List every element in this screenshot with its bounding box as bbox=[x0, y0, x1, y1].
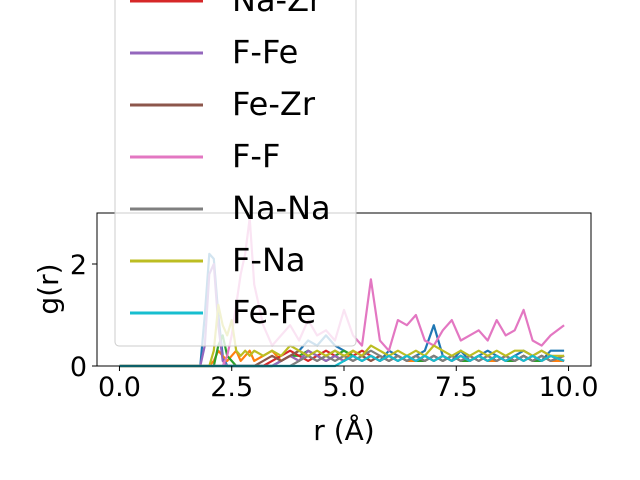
x-axis-ticks: 0.0 2.5 5.0 7.5 10.0 bbox=[98, 366, 599, 403]
x-tick-label: 5.0 bbox=[323, 372, 366, 403]
legend-label: Fe-Zr bbox=[232, 85, 316, 123]
legend-label: Na-Na bbox=[232, 189, 331, 227]
x-tick-label: 10.0 bbox=[538, 372, 598, 403]
legend: Na-Zr F-Fe Fe-Zr F-F Na-Na F-Na Fe-Fe bbox=[114, 0, 357, 347]
x-axis-label: r (Å) bbox=[313, 413, 374, 447]
legend-label: F-F bbox=[232, 137, 280, 175]
y-tick-label: 2 bbox=[70, 250, 87, 281]
y-axis-ticks: 02 bbox=[70, 250, 97, 383]
legend-label: F-Fe bbox=[232, 33, 298, 71]
y-axis-label: g(r) bbox=[32, 263, 65, 314]
y-tick-label: 0 bbox=[70, 352, 87, 383]
legend-label: Na-Zr bbox=[232, 0, 323, 19]
x-tick-label: 7.5 bbox=[435, 372, 478, 403]
legend-label: Fe-Fe bbox=[232, 293, 316, 331]
legend-label: F-Na bbox=[232, 241, 306, 279]
x-tick-label: 2.5 bbox=[210, 372, 253, 403]
x-tick-label: 0.0 bbox=[98, 372, 141, 403]
legend-box bbox=[114, 0, 357, 347]
